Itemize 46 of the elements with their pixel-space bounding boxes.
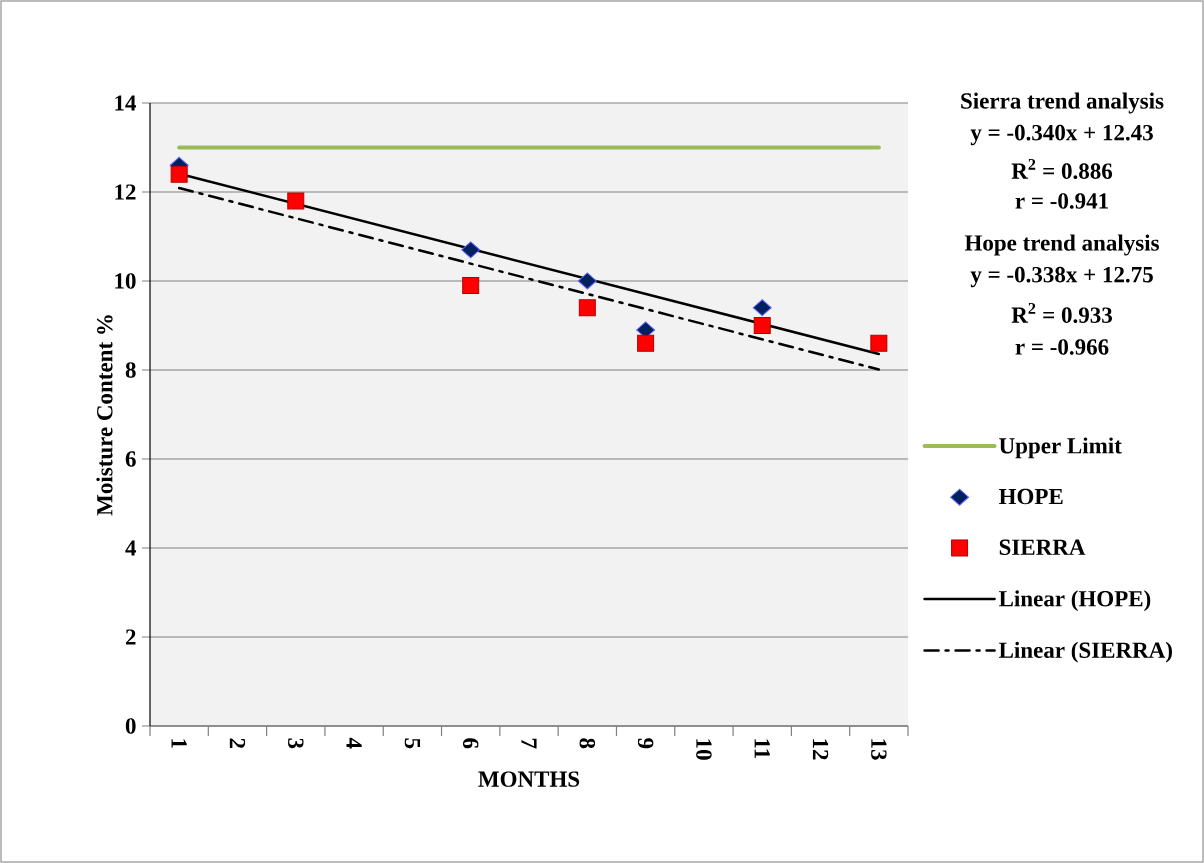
x-tick-label: 7: [521, 738, 537, 749]
legend-label: Upper Limit: [999, 437, 1122, 459]
point: [287, 192, 305, 210]
legend-label: Linear (HOPE): [998, 590, 1151, 612]
text: R$^{2}$ = 0.886: [1011, 158, 1113, 180]
point: [753, 317, 771, 334]
x-axis-title: MONTHS: [478, 771, 580, 787]
x-tick-label: 10: [696, 739, 712, 760]
y-tick-label: 12: [115, 184, 136, 200]
legend-label: Linear (SIERRA): [998, 641, 1172, 663]
x-tick-label: 6: [462, 738, 479, 749]
text: r = -0.966: [1015, 339, 1109, 355]
text: Hope trend analysis: [964, 234, 1159, 256]
x-tick-label: 2: [229, 738, 246, 749]
text: y = -0.338x + 12.75: [970, 266, 1153, 288]
point: [752, 299, 772, 317]
y-axis-title: Moisture Content %: [96, 315, 113, 516]
point: [462, 276, 480, 294]
y-tick-label: 0: [125, 718, 136, 734]
y-tick-label: 6: [125, 451, 136, 467]
point: [577, 272, 597, 290]
y-tick-label: 2: [125, 629, 136, 645]
x-tick-label: 9: [637, 738, 654, 749]
point: [637, 334, 655, 352]
x-tick-label: 13: [871, 739, 887, 760]
text: R$^{2}$ = 0.933: [1011, 302, 1112, 324]
text: r = -0.941: [1015, 193, 1108, 209]
x-tick-label: 4: [346, 737, 362, 749]
x-tick-label: 11: [754, 739, 770, 759]
point: [170, 165, 188, 183]
y-tick-label: 4: [125, 540, 137, 556]
point: [578, 299, 596, 317]
x-tick-label: 5: [404, 738, 421, 749]
text: Sierra trend analysis: [961, 92, 1164, 114]
x-tick-label: 1: [171, 739, 187, 748]
legend-label: SIERRA: [999, 539, 1086, 556]
x-tick-label: 3: [288, 738, 304, 749]
x-tick-label: 12: [812, 739, 829, 760]
text: y = -0.340x + 12.43: [970, 124, 1153, 146]
point: [870, 334, 888, 352]
y-tick-label: 10: [115, 273, 136, 289]
x-tick-label: 8: [579, 738, 596, 749]
point: [461, 241, 481, 259]
legend-label: HOPE: [998, 488, 1063, 505]
y-tick-label: 14: [115, 95, 137, 111]
y-tick-label: 8: [125, 362, 136, 378]
